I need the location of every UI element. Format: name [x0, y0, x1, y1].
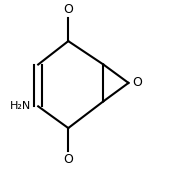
Text: H₂N: H₂N [10, 101, 31, 111]
Text: O: O [63, 3, 73, 16]
Text: O: O [132, 76, 142, 89]
Text: O: O [63, 153, 73, 166]
